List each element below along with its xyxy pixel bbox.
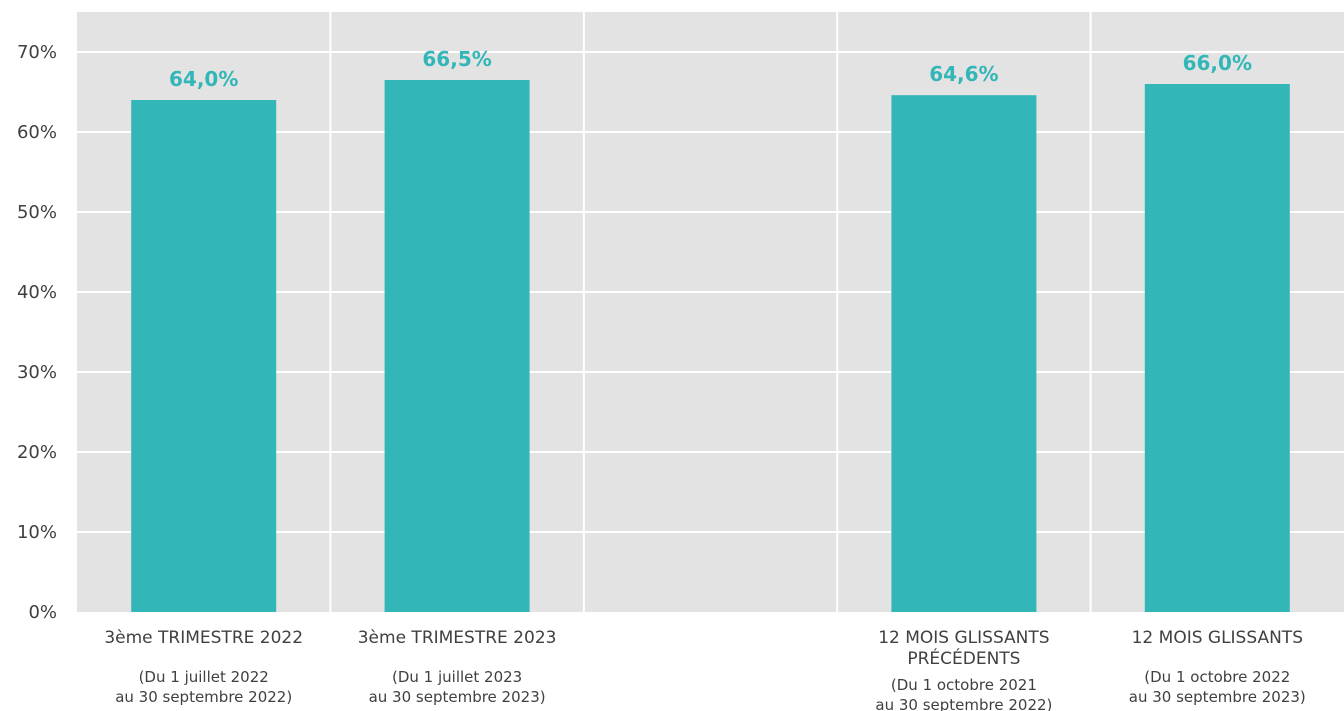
y-tick-label: 0%	[28, 602, 57, 623]
y-tick-label: 70%	[17, 42, 57, 63]
bar	[891, 95, 1037, 612]
category-label: 3ème TRIMESTRE 2023	[358, 628, 557, 648]
data-label: 64,0%	[169, 67, 238, 91]
y-tick-label: 20%	[17, 442, 57, 463]
category-label: 12 MOIS GLISSANTS	[878, 628, 1049, 648]
data-label: 66,0%	[1183, 51, 1252, 75]
category-period: au 30 septembre 2022)	[875, 696, 1052, 711]
y-tick-label: 30%	[17, 362, 57, 383]
bar	[384, 80, 530, 612]
y-tick-label: 40%	[17, 282, 57, 303]
bar	[131, 100, 277, 612]
y-tick-label: 10%	[17, 522, 57, 543]
category-period: (Du 1 juillet 2022	[139, 668, 269, 686]
category-period: (Du 1 octobre 2022	[1144, 668, 1290, 686]
category-label: PRÉCÉDENTS	[907, 647, 1020, 669]
data-label: 66,5%	[422, 47, 491, 71]
category-period: au 30 septembre 2023)	[369, 688, 546, 706]
category-period: (Du 1 juillet 2023	[392, 668, 522, 686]
y-tick-label: 60%	[17, 122, 57, 143]
category-period: au 30 septembre 2022)	[115, 688, 292, 706]
category-period: (Du 1 octobre 2021	[891, 676, 1037, 694]
bar	[1144, 84, 1290, 612]
data-label: 64,6%	[929, 62, 998, 86]
category-label: 3ème TRIMESTRE 2022	[104, 628, 303, 648]
category-period: au 30 septembre 2023)	[1129, 688, 1306, 706]
plot-area	[77, 12, 1344, 612]
y-tick-label: 50%	[17, 202, 57, 223]
category-label: 12 MOIS GLISSANTS	[1132, 628, 1303, 648]
